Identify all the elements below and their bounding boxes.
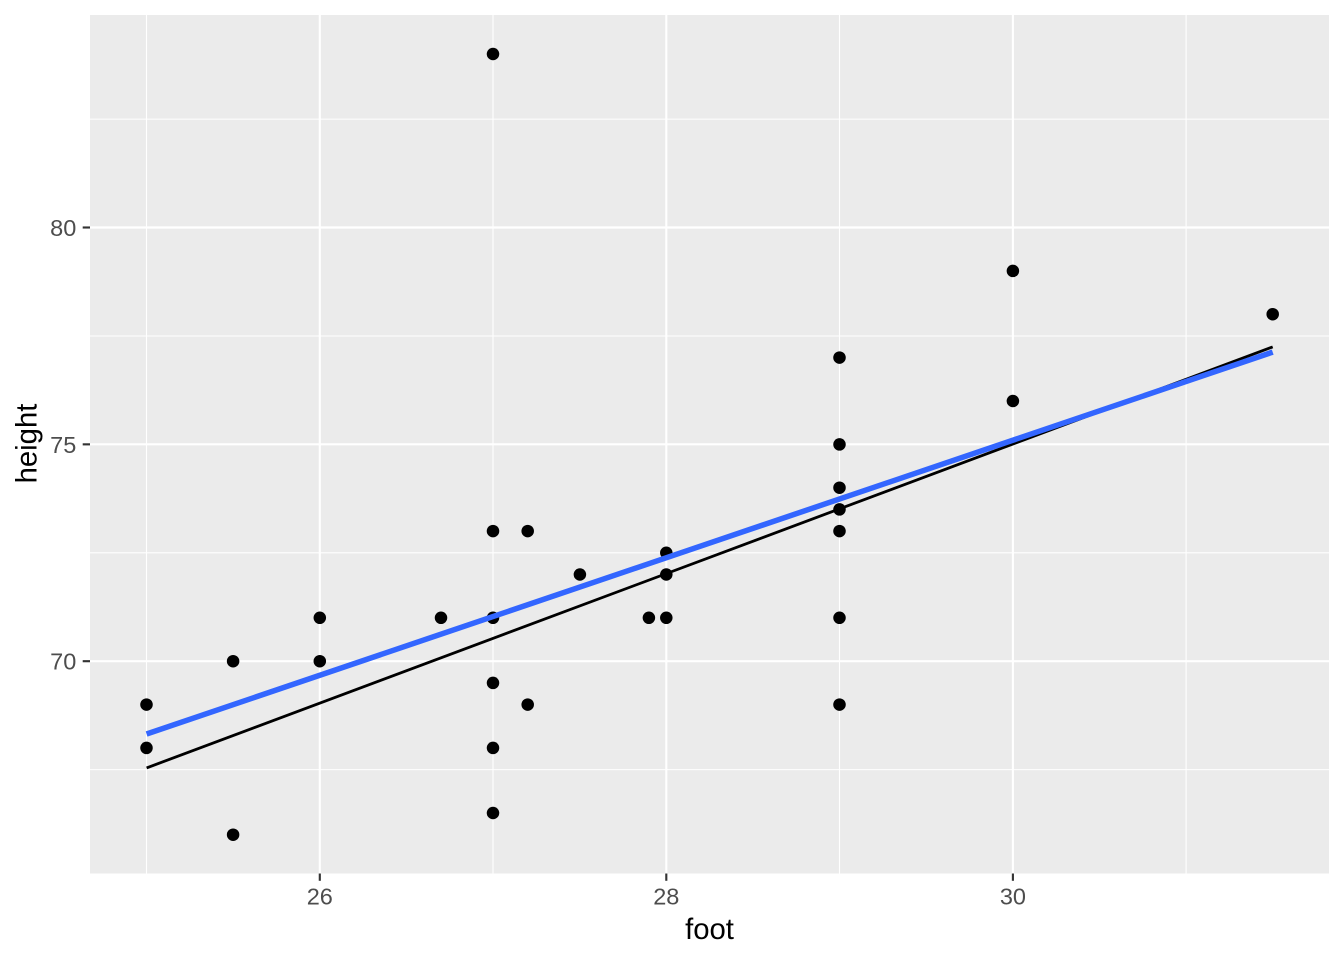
svg-text:70: 70 xyxy=(50,649,76,675)
svg-text:foot: foot xyxy=(685,913,734,946)
svg-text:26: 26 xyxy=(307,883,333,909)
svg-text:75: 75 xyxy=(50,432,76,458)
svg-text:80: 80 xyxy=(50,215,76,241)
svg-text:height: height xyxy=(10,404,43,484)
svg-text:28: 28 xyxy=(653,883,679,909)
svg-text:30: 30 xyxy=(1000,883,1026,909)
